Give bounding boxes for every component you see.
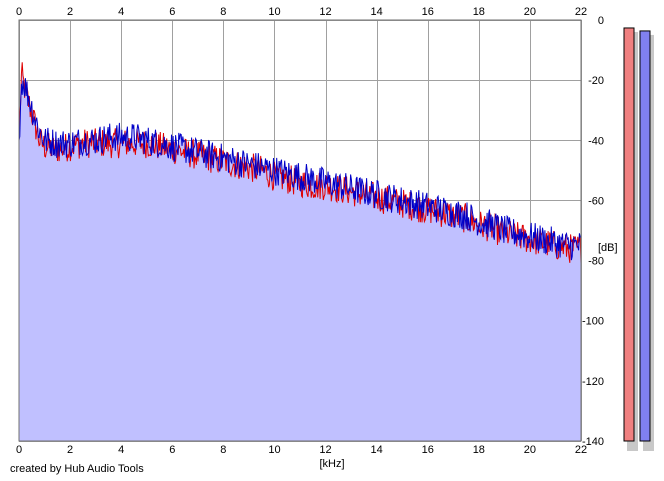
x-tick-label-bottom: 16: [422, 444, 434, 456]
x-tick-label-top: 18: [473, 6, 485, 18]
y-tick-label: -120: [582, 376, 604, 388]
x-tick-label-bottom: 8: [220, 444, 226, 456]
x-tick-label-top: 10: [268, 6, 280, 18]
x-tick-label-bottom: 22: [575, 444, 587, 456]
x-tick-label-top: 12: [319, 6, 331, 18]
x-tick-label-bottom: 4: [118, 444, 124, 456]
x-tick-label-top: 16: [422, 6, 434, 18]
x-tick-label-bottom: 12: [319, 444, 331, 456]
level-meters: [623, 27, 654, 451]
x-tick-label-top: 8: [220, 6, 226, 18]
plot-frame: [18, 19, 582, 442]
y-tick-label: -100: [582, 316, 604, 328]
y-tick-label: -20: [588, 75, 604, 87]
meter-right-bar: [639, 30, 651, 442]
axis-ticks: 002244668810101212141416161818202022220-…: [16, 6, 604, 456]
x-tick-label-bottom: 2: [67, 444, 73, 456]
series-left-line: [18, 62, 582, 264]
x-tick-label-bottom: 14: [371, 444, 383, 456]
credit-text: created by Hub Audio Tools: [10, 463, 144, 475]
series-right-line: [18, 78, 582, 261]
y-axis-label: [dB]: [598, 242, 618, 254]
x-tick-label-top: 22: [575, 6, 587, 18]
x-tick-label-bottom: 18: [473, 444, 485, 456]
x-tick-label-top: 20: [524, 6, 536, 18]
spectrum-fill: [19, 62, 581, 442]
y-tick-label: -80: [588, 256, 604, 268]
x-tick-label-top: 4: [118, 6, 124, 18]
x-tick-label-bottom: 10: [268, 444, 280, 456]
x-tick-label-bottom: 0: [16, 444, 22, 456]
y-tick-label: -60: [588, 195, 604, 207]
x-tick-label-top: 14: [371, 6, 383, 18]
x-axis-label: [kHz]: [319, 458, 344, 470]
y-tick-label: 0: [598, 15, 604, 27]
meter-left-bar: [623, 27, 635, 442]
x-tick-label-bottom: 6: [169, 444, 175, 456]
x-tick-label-top: 0: [16, 6, 22, 18]
x-tick-label-top: 2: [67, 6, 73, 18]
x-tick-label-top: 6: [169, 6, 175, 18]
x-tick-label-bottom: 20: [524, 444, 536, 456]
y-tick-label: -140: [582, 436, 604, 448]
y-tick-label: -40: [588, 135, 604, 147]
